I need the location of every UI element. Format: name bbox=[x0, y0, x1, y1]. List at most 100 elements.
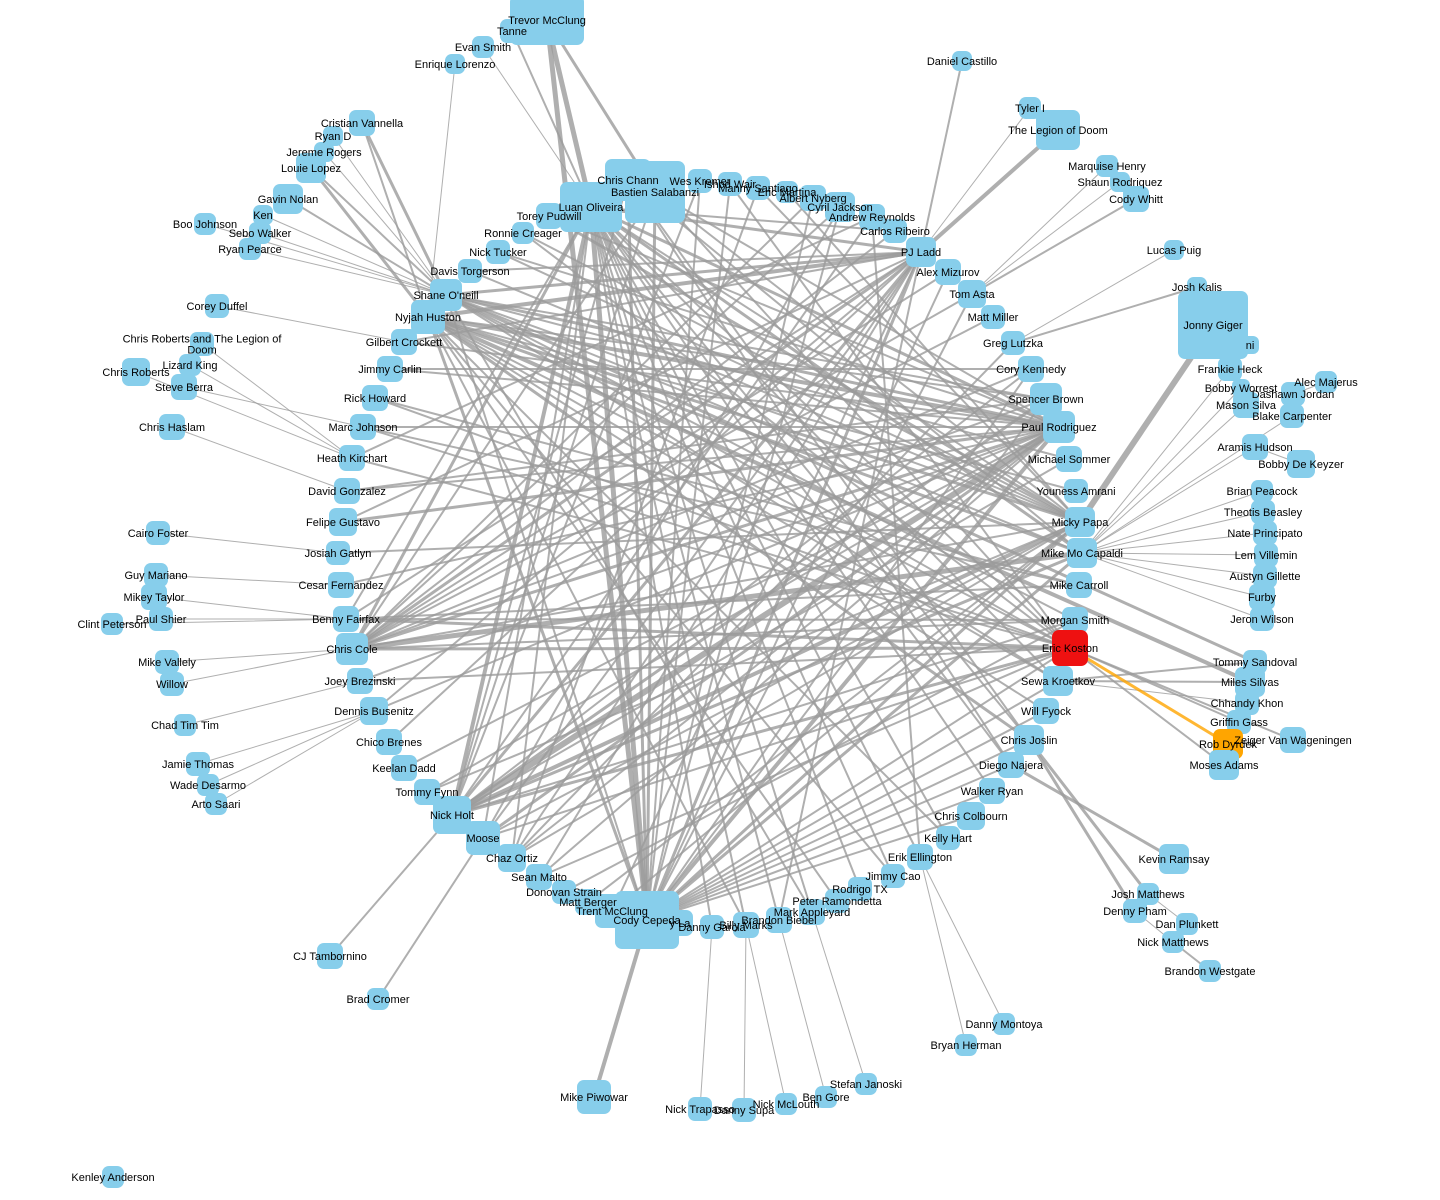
graph-node-dashawn-jordan[interactable] bbox=[1281, 382, 1305, 406]
graph-node-joey-brezinski[interactable] bbox=[347, 668, 373, 694]
graph-node-daniel-castillo[interactable] bbox=[952, 51, 972, 71]
graph-node-lizard-king[interactable] bbox=[179, 354, 201, 376]
graph-node-walker-ryan[interactable] bbox=[979, 778, 1005, 804]
graph-node-will-fyock[interactable] bbox=[1033, 698, 1059, 724]
graph-node-matt-miller[interactable] bbox=[981, 305, 1005, 329]
graph-node-miles-silvas[interactable] bbox=[1235, 667, 1265, 697]
graph-node-denny-pham[interactable] bbox=[1123, 899, 1147, 923]
graph-node-erik-ellington[interactable] bbox=[907, 844, 933, 870]
graph-node-cody-cepeda[interactable] bbox=[615, 891, 679, 949]
graph-node-nate-principato[interactable] bbox=[1253, 521, 1277, 545]
graph-node-alec-majerus[interactable] bbox=[1315, 371, 1337, 393]
graph-node-trevor-mcclung[interactable] bbox=[510, 0, 584, 45]
graph-node-lem-villemin[interactable] bbox=[1254, 543, 1278, 567]
graph-node-cesar-fernandez[interactable] bbox=[328, 572, 354, 598]
graph-node-cyril-jackson[interactable] bbox=[825, 192, 855, 222]
graph-node-aramis-hudson[interactable] bbox=[1242, 434, 1268, 460]
graph-node-luan-oliveira[interactable] bbox=[560, 182, 622, 232]
graph-node-david-gonzalez[interactable] bbox=[334, 478, 360, 504]
graph-node-boo-johnson[interactable] bbox=[194, 213, 216, 235]
graph-node-brandon-biebel[interactable] bbox=[766, 907, 792, 933]
graph-node-tyler-i[interactable] bbox=[1019, 97, 1041, 119]
graph-node-gilbert-crockett[interactable] bbox=[391, 329, 417, 355]
graph-node-benny-fairfax[interactable] bbox=[333, 606, 359, 632]
graph-node-sean-malto[interactable] bbox=[526, 864, 552, 890]
graph-node-mike-piwowar[interactable] bbox=[577, 1080, 611, 1114]
graph-node-griffin-gass[interactable] bbox=[1227, 710, 1251, 734]
graph-node-theotis-beasley[interactable] bbox=[1251, 500, 1275, 524]
graph-node-morgan-smith[interactable] bbox=[1062, 607, 1088, 633]
graph-node-frankie-heck[interactable] bbox=[1218, 357, 1242, 381]
graph-node-trent-mcclung[interactable] bbox=[595, 894, 629, 928]
graph-node-rick-howard[interactable] bbox=[362, 385, 388, 411]
graph-node-mike-vallely[interactable] bbox=[155, 650, 179, 674]
graph-node-paul-shier[interactable] bbox=[149, 607, 173, 631]
graph-node-jeron-wilson[interactable] bbox=[1250, 607, 1274, 631]
graph-node-kenley-anderson[interactable] bbox=[102, 1166, 124, 1188]
graph-node-michael-sommer[interactable] bbox=[1056, 446, 1082, 472]
graph-node-manny-santiago[interactable] bbox=[746, 176, 770, 200]
graph-node-ken[interactable] bbox=[253, 205, 273, 225]
graph-node-jimmy-carlin[interactable] bbox=[377, 356, 403, 382]
graph-node-arto-saari[interactable] bbox=[205, 793, 227, 815]
graph-node-donovan-strain[interactable] bbox=[552, 880, 576, 904]
graph-node-mark-appleyard[interactable] bbox=[799, 899, 825, 925]
graph-node-dan-plunkett[interactable] bbox=[1176, 913, 1198, 935]
graph-node-chad-tim-tim[interactable] bbox=[174, 714, 196, 736]
graph-node-bryan-herman[interactable] bbox=[955, 1034, 977, 1056]
graph-node-diego-najera[interactable] bbox=[998, 752, 1024, 778]
graph-node-albert-nyberg[interactable] bbox=[800, 185, 826, 211]
graph-node-willow[interactable] bbox=[160, 672, 184, 696]
graph-node-chico-brenes[interactable] bbox=[376, 729, 402, 755]
graph-node-ishod-wair[interactable] bbox=[718, 172, 742, 196]
graph-node-cairo-foster[interactable] bbox=[146, 521, 170, 545]
graph-node-guy-mariano[interactable] bbox=[144, 563, 168, 587]
graph-node-moses-adams[interactable] bbox=[1209, 750, 1239, 780]
graph-node-keelan-dadd[interactable] bbox=[391, 755, 417, 781]
graph-node-dennis-busenitz[interactable] bbox=[360, 697, 388, 725]
graph-node-moose[interactable] bbox=[466, 821, 500, 855]
graph-node-spencer-brown[interactable] bbox=[1030, 383, 1062, 415]
graph-node-bobby-de-keyzer[interactable] bbox=[1287, 450, 1315, 478]
graph-node-danny-supa[interactable] bbox=[732, 1098, 756, 1122]
graph-node-clint-peterson[interactable] bbox=[101, 613, 123, 635]
graph-node-felipe-gustavo[interactable] bbox=[329, 508, 357, 536]
graph-node-billy-marks[interactable] bbox=[733, 912, 759, 938]
graph-node-nick-holt[interactable] bbox=[433, 796, 471, 834]
graph-node-steve-berra[interactable] bbox=[171, 374, 197, 400]
graph-node-sewa-kroetkov[interactable] bbox=[1043, 666, 1073, 696]
graph-node-nick-trapasso[interactable] bbox=[688, 1097, 712, 1121]
graph-node-gavin-nolan[interactable] bbox=[273, 184, 303, 214]
graph-node-stefan-janoski[interactable] bbox=[855, 1073, 877, 1095]
graph-node-louie-lopez[interactable] bbox=[296, 153, 326, 183]
graph-node-rodrigo-tx[interactable] bbox=[848, 877, 872, 901]
graph-node-chris-cole[interactable] bbox=[336, 633, 368, 665]
graph-node-mike-mo-capaldi[interactable] bbox=[1067, 538, 1097, 568]
graph-node-furby[interactable] bbox=[1249, 584, 1275, 610]
graph-node-micky-papa[interactable] bbox=[1065, 507, 1095, 537]
graph-node-ronnie-creager[interactable] bbox=[512, 222, 534, 244]
graph-node-corey-duffel[interactable] bbox=[205, 294, 229, 318]
graph-node-andrew-reynolds[interactable] bbox=[859, 204, 885, 230]
graph-node-brian-peacock[interactable] bbox=[1251, 480, 1273, 502]
graph-node-jonny-giger[interactable] bbox=[1178, 291, 1248, 359]
graph-node-youness-amrani[interactable] bbox=[1064, 479, 1088, 503]
graph-node-eric-koston[interactable] bbox=[1052, 630, 1088, 666]
graph-node-mason-silva[interactable] bbox=[1233, 392, 1259, 418]
graph-node-tommy-fynn[interactable] bbox=[414, 779, 440, 805]
graph-node-chaz-ortiz[interactable] bbox=[498, 844, 526, 872]
graph-node-danny-montoya[interactable] bbox=[993, 1013, 1015, 1035]
graph-node-josiah-gatlyn[interactable] bbox=[326, 541, 350, 565]
graph-node-chhandy-khon[interactable] bbox=[1235, 691, 1259, 715]
graph-node-kelly-hart[interactable] bbox=[936, 826, 960, 850]
graph-node-wes-kremer[interactable] bbox=[688, 169, 712, 193]
graph-node-danny-garcia[interactable] bbox=[700, 915, 724, 939]
graph-node-wade-desarmo[interactable] bbox=[197, 774, 219, 796]
graph-node-ben-gore[interactable] bbox=[815, 1086, 837, 1108]
graph-node-matt-berger[interactable] bbox=[575, 889, 601, 915]
graph-node-greg-lutzka[interactable] bbox=[1001, 331, 1025, 355]
graph-node-chris-haslam[interactable] bbox=[159, 414, 185, 440]
graph-node-chris-joslin[interactable] bbox=[1014, 725, 1044, 755]
graph-node-marc-johnson[interactable] bbox=[350, 414, 376, 440]
